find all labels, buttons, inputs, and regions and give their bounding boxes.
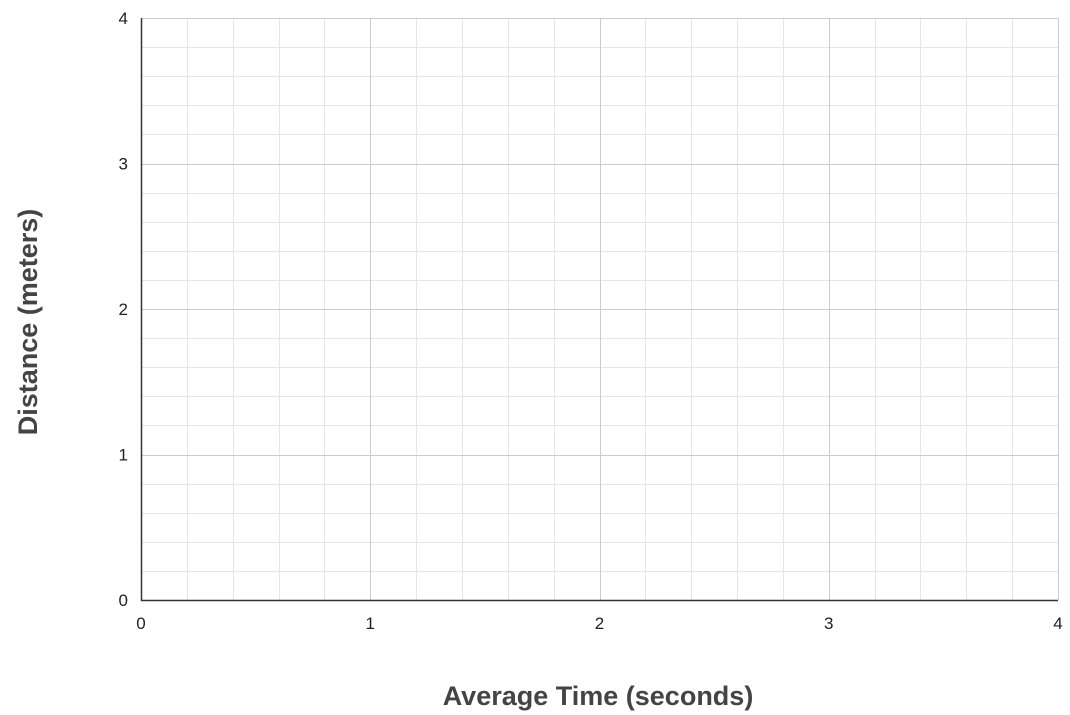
major-grid bbox=[141, 18, 1059, 600]
x-tick-label: 1 bbox=[366, 614, 375, 633]
x-tick-labels: 0 1 2 3 4 bbox=[136, 614, 1062, 633]
y-axis-title: Distance (meters) bbox=[13, 209, 43, 436]
x-tick-label: 4 bbox=[1053, 614, 1062, 633]
y-tick-label: 3 bbox=[119, 155, 128, 174]
x-tick-label: 3 bbox=[824, 614, 833, 633]
axes bbox=[140, 18, 1058, 602]
x-tick-label: 0 bbox=[136, 614, 145, 633]
y-tick-labels: 0 1 2 3 4 bbox=[119, 9, 128, 610]
y-tick-label: 4 bbox=[119, 9, 128, 28]
x-tick-label: 2 bbox=[595, 614, 604, 633]
y-tick-label: 1 bbox=[119, 446, 128, 465]
y-tick-label: 0 bbox=[119, 591, 128, 610]
x-axis-title: Average Time (seconds) bbox=[443, 681, 754, 711]
y-tick-label: 2 bbox=[119, 300, 128, 319]
